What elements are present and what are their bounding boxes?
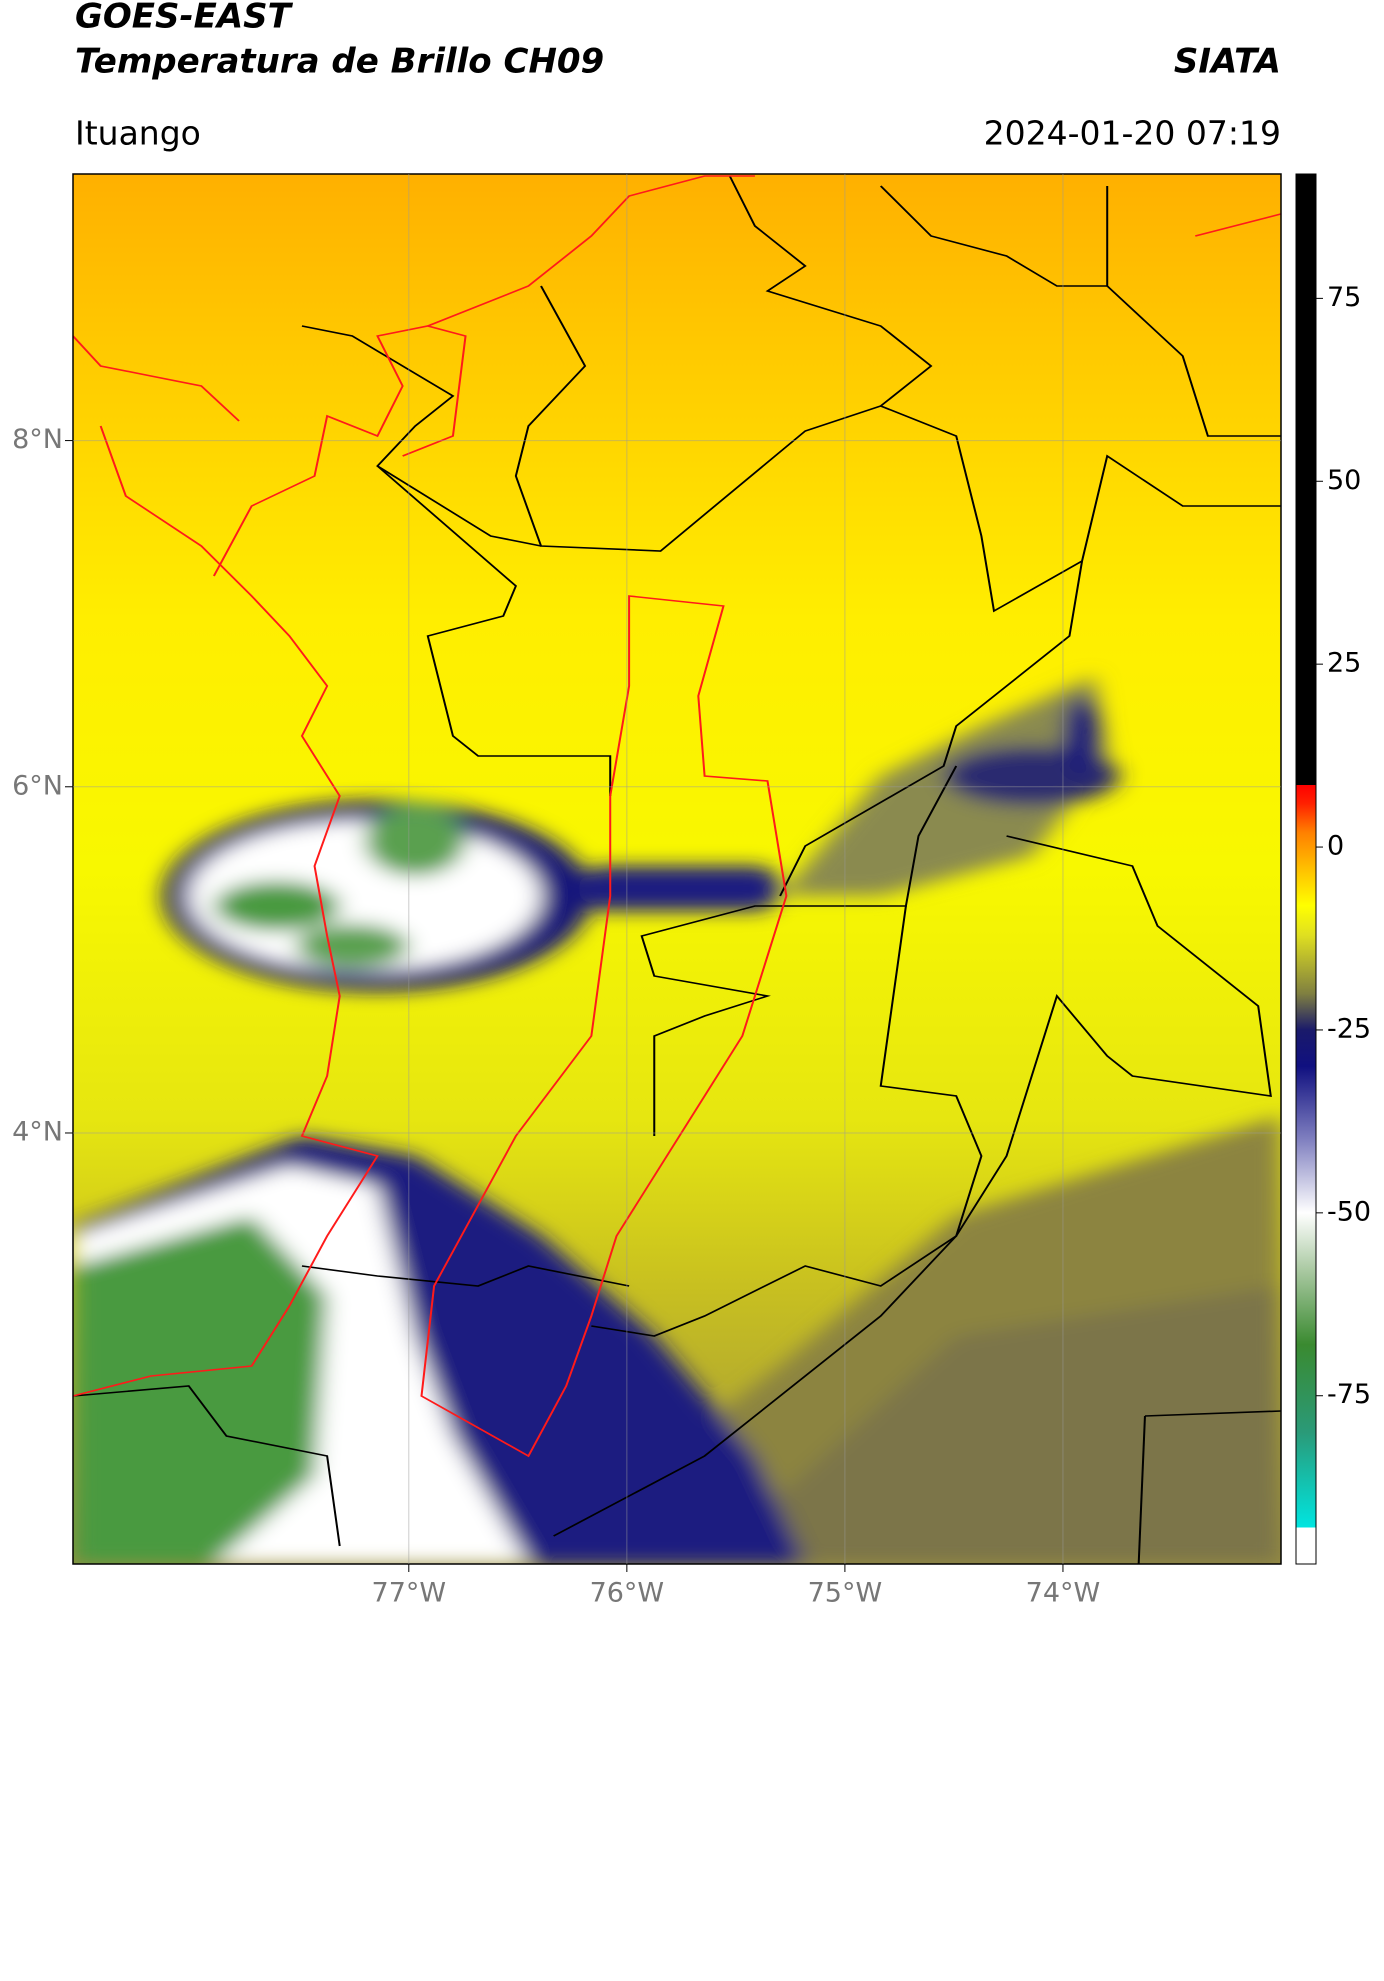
source: SIATA	[1174, 42, 1281, 82]
colorbar-tick-label: 25	[1327, 648, 1361, 679]
colorbar-tick-label: 75	[1327, 282, 1361, 313]
colorbar	[1295, 173, 1317, 1565]
map-imagery	[72, 174, 1281, 1564]
map-frame	[72, 173, 1282, 1565]
colorbar-tick-label: -25	[1327, 1013, 1371, 1044]
datetime: 2024-01-20 07:19	[984, 114, 1281, 153]
colorbar-tick-label: 0	[1327, 831, 1344, 862]
y-tick-label: 8°N	[12, 424, 63, 455]
region: Ituango	[75, 114, 201, 153]
x-tick-label: 77°W	[372, 1578, 447, 1609]
x-tick-label: 76°W	[590, 1578, 665, 1609]
colorbar-tick-label: -50	[1327, 1196, 1371, 1227]
x-tick-label: 75°W	[808, 1578, 883, 1609]
title-line2: Temperatura de Brillo CH09	[75, 42, 604, 82]
y-tick-label: 6°N	[12, 770, 63, 801]
title-line1: GOES-EAST	[75, 0, 294, 37]
x-tick-label: 74°W	[1026, 1578, 1101, 1609]
colorbar-tick-label: -75	[1327, 1379, 1371, 1410]
y-tick-label: 4°N	[12, 1116, 63, 1147]
colorbar-tick-label: 50	[1327, 465, 1361, 496]
